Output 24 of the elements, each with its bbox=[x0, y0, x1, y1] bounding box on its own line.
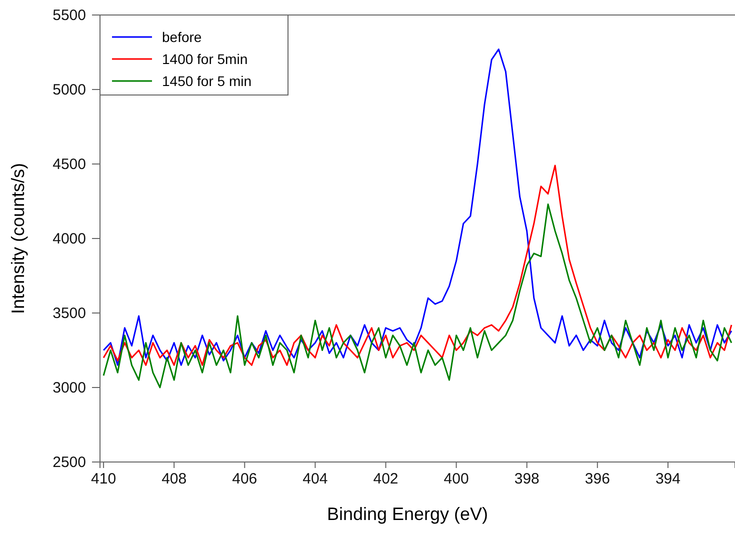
x-tick-label: 408 bbox=[162, 470, 187, 488]
x-tick-label: 410 bbox=[91, 470, 116, 488]
x-tick-label: 394 bbox=[655, 470, 680, 488]
x-tick-label: 396 bbox=[584, 470, 610, 488]
x-tick-label: 404 bbox=[302, 470, 328, 488]
y-tick-label: 3000 bbox=[52, 379, 86, 396]
line-series bbox=[102, 48, 732, 366]
y-tick-label: 4000 bbox=[52, 230, 86, 248]
y-tick-label: 5000 bbox=[52, 81, 86, 98]
legend-label: 1400 for 5min bbox=[162, 51, 248, 67]
x-tick-label: 400 bbox=[444, 470, 469, 488]
x-axis-title: Binding Energy (eV) bbox=[326, 504, 488, 524]
x-tick-label: 402 bbox=[373, 470, 398, 488]
x-tick-label: 406 bbox=[232, 470, 258, 488]
line-series bbox=[102, 203, 732, 388]
line-series bbox=[102, 164, 732, 366]
y-tick-label: 2500 bbox=[52, 454, 86, 471]
legend-label: 1450 for 5 min bbox=[162, 73, 252, 89]
x-tick-label: 398 bbox=[514, 470, 540, 488]
y-axis-title: Intensity (counts/s) bbox=[8, 162, 28, 314]
y-tick-label: 4500 bbox=[52, 156, 86, 173]
legend-label: before bbox=[162, 29, 202, 45]
y-tick-label: 3500 bbox=[52, 304, 86, 322]
y-tick-label: 5500 bbox=[52, 6, 86, 24]
